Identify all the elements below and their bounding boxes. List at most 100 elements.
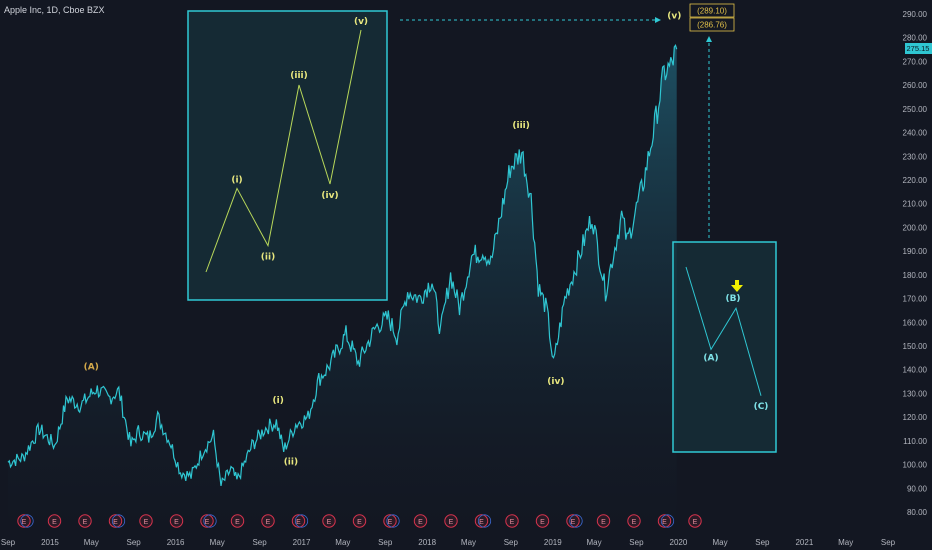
correction-wave-path <box>685 266 762 396</box>
impulse-wave-labels: (i) (ii) (iii) (iv) (v) <box>231 17 368 263</box>
svg-text:E: E <box>144 519 149 526</box>
impulse-wave-label: (v) <box>354 17 368 27</box>
svg-text:E: E <box>113 519 118 526</box>
earnings-marker[interactable]: E <box>657 514 675 528</box>
impulse-wave-label: (ii) <box>261 253 275 263</box>
svg-text:E: E <box>693 519 698 526</box>
earnings-marker[interactable]: E <box>108 514 126 528</box>
svg-text:E: E <box>22 519 27 526</box>
svg-text:E: E <box>662 519 667 526</box>
earnings-marker[interactable]: E <box>444 514 458 528</box>
y-tick-label: 110.00 <box>903 437 927 446</box>
wave-label: (i) <box>273 396 284 406</box>
x-tick-label: 2020 <box>670 538 688 547</box>
correction-wave-label: (C) <box>754 402 769 412</box>
x-tick-label: Sep <box>252 538 267 547</box>
earnings-marker[interactable]: E <box>413 514 428 528</box>
y-tick-label: 220.00 <box>903 176 928 185</box>
price-line <box>7 43 678 487</box>
svg-text:E: E <box>571 519 576 526</box>
price-axis[interactable]: 290.00 280.00 270.00 260.00 250.00 240.00 230.… <box>903 10 928 517</box>
x-tick-label: 2018 <box>418 538 436 547</box>
chart-title: Apple Inc, 1D, Cboe BZX <box>4 5 105 15</box>
svg-text:(289.10): (289.10) <box>697 7 727 16</box>
y-tick-label: 210.00 <box>903 200 928 209</box>
target-label-lower: (286.76) <box>689 17 735 32</box>
earnings-marker[interactable]: E <box>383 514 400 528</box>
x-tick-label: Sep <box>755 538 770 547</box>
earnings-marker[interactable]: E <box>230 514 245 528</box>
y-tick-label: 290.00 <box>903 10 928 19</box>
inset-impulse-box[interactable]: (i) (ii) (iii) (iv) (v) <box>187 10 388 301</box>
y-tick-label: 150.00 <box>903 342 928 351</box>
svg-text:E: E <box>205 519 210 526</box>
earnings-marker[interactable]: E <box>596 514 611 528</box>
svg-text:E: E <box>632 519 637 526</box>
correction-wave-label: (B) <box>725 294 740 304</box>
inset-correction-box[interactable]: (A) (B) (C) <box>672 241 777 453</box>
y-tick-label: 200.00 <box>903 223 928 232</box>
y-tick-label: 160.00 <box>903 318 928 327</box>
x-tick-label: 2015 <box>41 538 59 547</box>
impulse-wave-label: (iv) <box>321 191 338 201</box>
earnings-marker[interactable]: E <box>627 514 641 528</box>
earnings-marker[interactable]: E <box>322 514 336 528</box>
earnings-marker[interactable]: E <box>169 514 184 528</box>
down-arrow-icon <box>731 280 743 292</box>
svg-text:E: E <box>449 519 454 526</box>
x-tick-label: May <box>712 538 727 547</box>
earnings-marker[interactable]: E <box>474 514 492 528</box>
impulse-wave-label: (i) <box>231 175 242 185</box>
y-tick-label: 130.00 <box>903 389 928 398</box>
svg-text:E: E <box>510 519 515 526</box>
x-tick-label: May <box>84 538 99 547</box>
y-tick-label: 120.00 <box>903 413 928 422</box>
earnings-marker[interactable]: E <box>78 514 92 528</box>
x-tick-label: May <box>335 538 350 547</box>
x-tick-label: Sep <box>1 538 16 547</box>
y-tick-label: 230.00 <box>903 152 928 161</box>
earnings-marker[interactable]: E <box>200 514 217 528</box>
x-tick-label: Sep <box>378 538 393 547</box>
svg-text:E: E <box>266 519 271 526</box>
earnings-marker[interactable]: E <box>688 514 702 528</box>
svg-text:E: E <box>83 519 88 526</box>
x-tick-label: Sep <box>881 538 896 547</box>
wave-label: (iv) <box>547 377 564 387</box>
y-tick-label: 240.00 <box>903 129 928 138</box>
impulse-wave-label: (iii) <box>290 71 307 81</box>
earnings-marker[interactable]: E <box>17 514 34 528</box>
y-tick-label: 190.00 <box>903 247 928 256</box>
correction-wave-labels: (A) (B) (C) <box>703 294 768 412</box>
svg-text:E: E <box>327 519 332 526</box>
svg-text:E: E <box>296 519 301 526</box>
y-tick-label: 140.00 <box>903 366 928 375</box>
x-tick-label: May <box>838 538 853 547</box>
earnings-marker[interactable]: E <box>505 514 519 528</box>
svg-text:E: E <box>174 519 179 526</box>
earnings-marker[interactable]: E <box>47 514 62 528</box>
x-tick-label: May <box>210 538 225 547</box>
wave-labels: (A) (i) (ii) (iii) (iv) (v) <box>84 12 682 468</box>
earnings-marker[interactable]: E <box>261 514 275 528</box>
y-tick-label: 80.00 <box>907 508 928 517</box>
x-tick-label: May <box>461 538 476 547</box>
svg-text:E: E <box>388 519 393 526</box>
y-tick-label: 260.00 <box>903 81 928 90</box>
svg-text:E: E <box>601 519 606 526</box>
x-tick-label: 2019 <box>544 538 562 547</box>
svg-text:275.15: 275.15 <box>907 44 930 53</box>
last-price-badge: 275.15 <box>905 43 932 54</box>
earnings-marker[interactable]: E <box>291 514 309 528</box>
svg-text:E: E <box>418 519 423 526</box>
svg-text:E: E <box>540 519 545 526</box>
earnings-marker[interactable]: E <box>535 514 550 528</box>
impulse-wave-path <box>205 29 362 273</box>
wave-label: (iii) <box>512 121 529 131</box>
time-axis[interactable]: Sep 2015 May Sep 2016 May Sep 2017 May Sep 2018 May… <box>1 538 896 547</box>
earnings-marker[interactable]: E <box>566 514 583 528</box>
earnings-marker[interactable]: E <box>139 514 153 528</box>
earnings-marker[interactable]: E <box>352 514 367 528</box>
